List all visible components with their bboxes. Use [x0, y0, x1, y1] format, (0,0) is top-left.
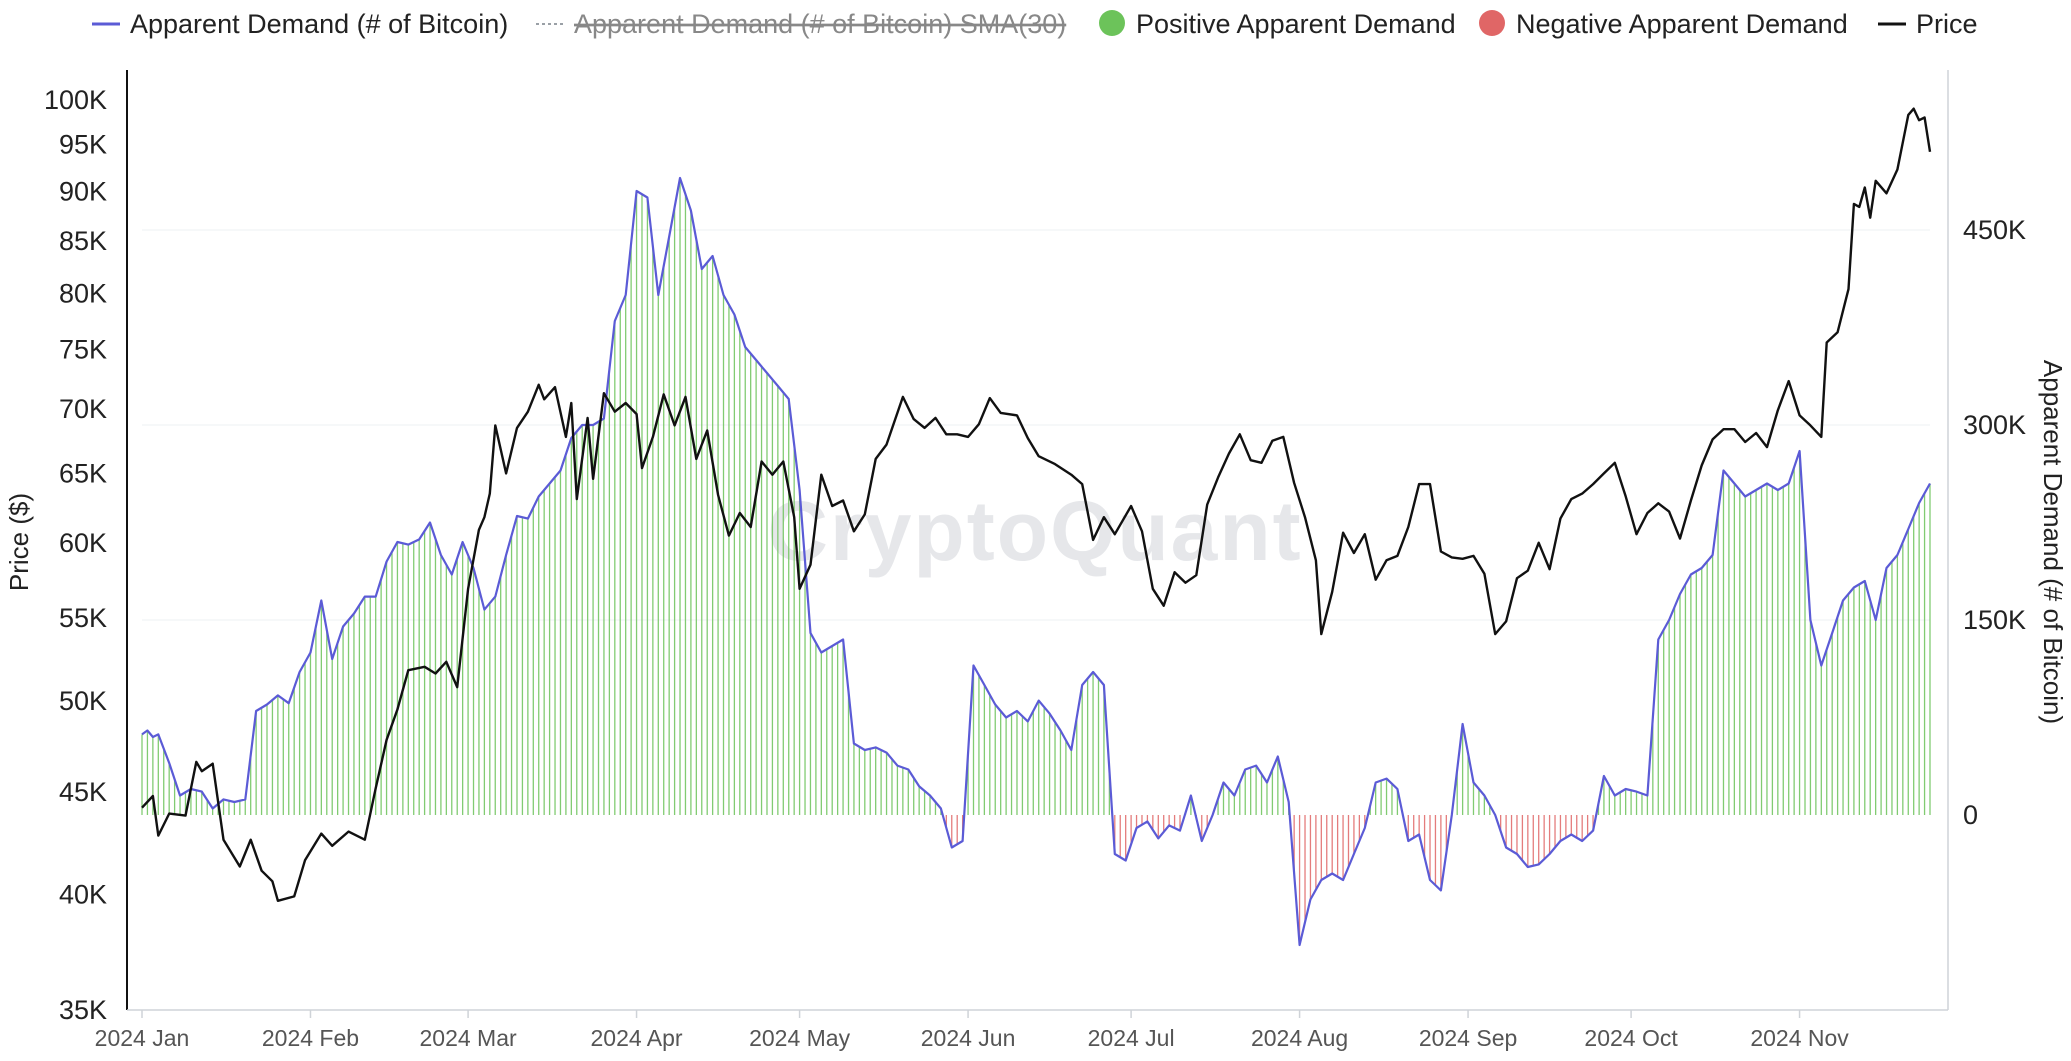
x-tick-label: 2024 Apr	[591, 1025, 683, 1051]
apparent-demand-line	[141, 176, 1931, 947]
legend-label: Negative Apparent Demand	[1516, 9, 1848, 39]
x-tick-label: 2024 Jan	[95, 1025, 190, 1051]
price-tick-label: 40K	[59, 879, 107, 909]
left-axis-title: Price ($)	[4, 493, 34, 591]
x-tick-label: 2024 Feb	[262, 1025, 359, 1051]
price-tick-label: 80K	[59, 278, 107, 308]
legend-item[interactable]: Price	[1878, 9, 1978, 39]
x-tick-label: 2024 Sep	[1419, 1025, 1517, 1051]
x-tick-label: 2024 Aug	[1251, 1025, 1348, 1051]
price-tick-label: 70K	[59, 394, 107, 424]
right-axis-title: Apparent Demand (# of Bitcoin)	[2038, 360, 2068, 724]
price-tick-label: 35K	[59, 995, 107, 1025]
watermark: CryptoQuant	[767, 484, 1302, 578]
price-tick-label: 100K	[44, 85, 107, 115]
price-line	[141, 107, 1932, 902]
legend-circle-swatch	[1479, 10, 1505, 36]
legend-label: Apparent Demand (# of Bitcoin) SMA(30)	[574, 9, 1066, 39]
legend-item[interactable]: Apparent Demand (# of Bitcoin) SMA(30)	[536, 9, 1066, 39]
x-tick-label: 2024 May	[749, 1025, 851, 1051]
legend-item[interactable]: Positive Apparent Demand	[1099, 9, 1456, 39]
legend-circle-swatch	[1099, 10, 1125, 36]
price-tick-label: 75K	[59, 334, 107, 364]
price-tick-label: 50K	[59, 686, 107, 716]
x-tick-label: 2024 Nov	[1750, 1025, 1849, 1051]
legend-item[interactable]: Apparent Demand (# of Bitcoin)	[92, 9, 508, 39]
legend-label: Positive Apparent Demand	[1136, 9, 1456, 39]
demand-tick-label: 0	[1963, 800, 1978, 830]
demand-tick-label: 300K	[1963, 410, 2026, 440]
x-tick-label: 2024 Mar	[419, 1025, 517, 1051]
demand-tick-label: 450K	[1963, 215, 2026, 245]
price-tick-label: 55K	[59, 603, 107, 633]
x-tick-label: 2024 Jul	[1088, 1025, 1175, 1051]
legend-label: Price	[1916, 9, 1978, 39]
demand-tick-label: 150K	[1963, 605, 2026, 635]
price-tick-label: 65K	[59, 458, 107, 488]
price-tick-label: 90K	[59, 176, 107, 206]
price-tick-label: 85K	[59, 226, 107, 256]
legend-item[interactable]: Negative Apparent Demand	[1479, 9, 1848, 39]
x-tick-label: 2024 Jun	[921, 1025, 1016, 1051]
price-tick-label: 45K	[59, 777, 107, 807]
x-tick-label: 2024 Oct	[1584, 1025, 1678, 1051]
price-tick-label: 60K	[59, 528, 107, 558]
price-tick-label: 95K	[59, 129, 107, 159]
legend-label: Apparent Demand (# of Bitcoin)	[130, 9, 508, 39]
